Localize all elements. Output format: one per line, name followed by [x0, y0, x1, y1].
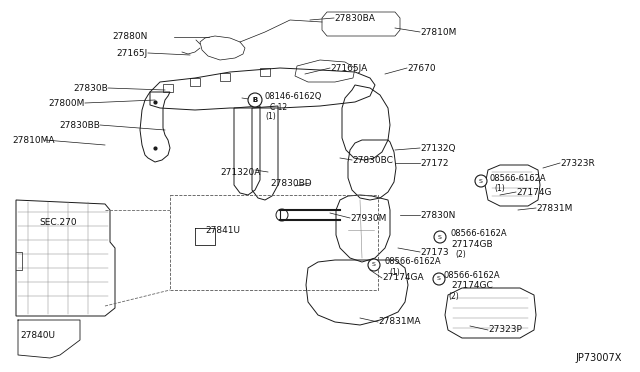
Text: 27165J: 27165J: [116, 48, 148, 58]
Text: 08566-6162A: 08566-6162A: [451, 228, 508, 237]
Text: B: B: [253, 97, 257, 103]
Text: 27841U: 27841U: [205, 225, 240, 234]
Text: JP73007X: JP73007X: [575, 353, 622, 363]
Text: 27831M: 27831M: [536, 203, 572, 212]
Text: 27174G: 27174G: [516, 187, 552, 196]
Text: 27670: 27670: [407, 64, 436, 73]
Text: 27132Q: 27132Q: [420, 144, 456, 153]
Text: 08566-6162A: 08566-6162A: [385, 257, 442, 266]
Text: 27810MA: 27810MA: [12, 135, 54, 144]
Text: 27174GC: 27174GC: [451, 282, 493, 291]
Circle shape: [475, 175, 487, 187]
Circle shape: [434, 231, 446, 243]
Text: 27830BC: 27830BC: [352, 155, 393, 164]
Text: 27323P: 27323P: [488, 326, 522, 334]
Text: 27174GA: 27174GA: [382, 273, 424, 282]
Text: B: B: [252, 97, 258, 103]
Text: (1): (1): [389, 267, 400, 276]
Text: 08146-6162Q: 08146-6162Q: [265, 92, 323, 100]
Text: 27174GB: 27174GB: [451, 240, 493, 248]
Text: (2): (2): [455, 250, 466, 259]
Text: 27830BA: 27830BA: [334, 13, 375, 22]
Text: 27880N: 27880N: [113, 32, 148, 41]
Text: S: S: [437, 276, 441, 282]
Text: S: S: [479, 179, 483, 183]
Circle shape: [368, 259, 380, 271]
Text: S: S: [372, 263, 376, 267]
Text: (2): (2): [448, 292, 459, 301]
Text: C 12: C 12: [270, 103, 287, 112]
Bar: [170, 195, 378, 290]
Text: SEC.270: SEC.270: [39, 218, 77, 227]
Text: 27800M: 27800M: [49, 99, 85, 108]
Text: 27831MA: 27831MA: [378, 317, 420, 327]
Text: 27830BD: 27830BD: [270, 179, 312, 187]
Text: 08566-6162A: 08566-6162A: [444, 270, 500, 279]
Text: 271320A: 271320A: [220, 167, 260, 176]
Circle shape: [433, 273, 445, 285]
Text: 27172: 27172: [420, 158, 449, 167]
Text: 27930M: 27930M: [350, 214, 387, 222]
Text: 27830N: 27830N: [420, 211, 456, 219]
Text: 27810M: 27810M: [420, 28, 456, 36]
Text: (1): (1): [265, 112, 276, 121]
Text: 08566-6162A: 08566-6162A: [490, 173, 547, 183]
Text: (1): (1): [494, 183, 505, 192]
Text: 27165JA: 27165JA: [330, 64, 367, 73]
Text: 27323R: 27323R: [560, 158, 595, 167]
Text: 27173: 27173: [420, 247, 449, 257]
Text: 27840U: 27840U: [20, 330, 55, 340]
Circle shape: [248, 93, 262, 107]
Text: 27830B: 27830B: [73, 83, 108, 93]
Text: S: S: [438, 234, 442, 240]
Text: 27830BB: 27830BB: [59, 121, 100, 129]
